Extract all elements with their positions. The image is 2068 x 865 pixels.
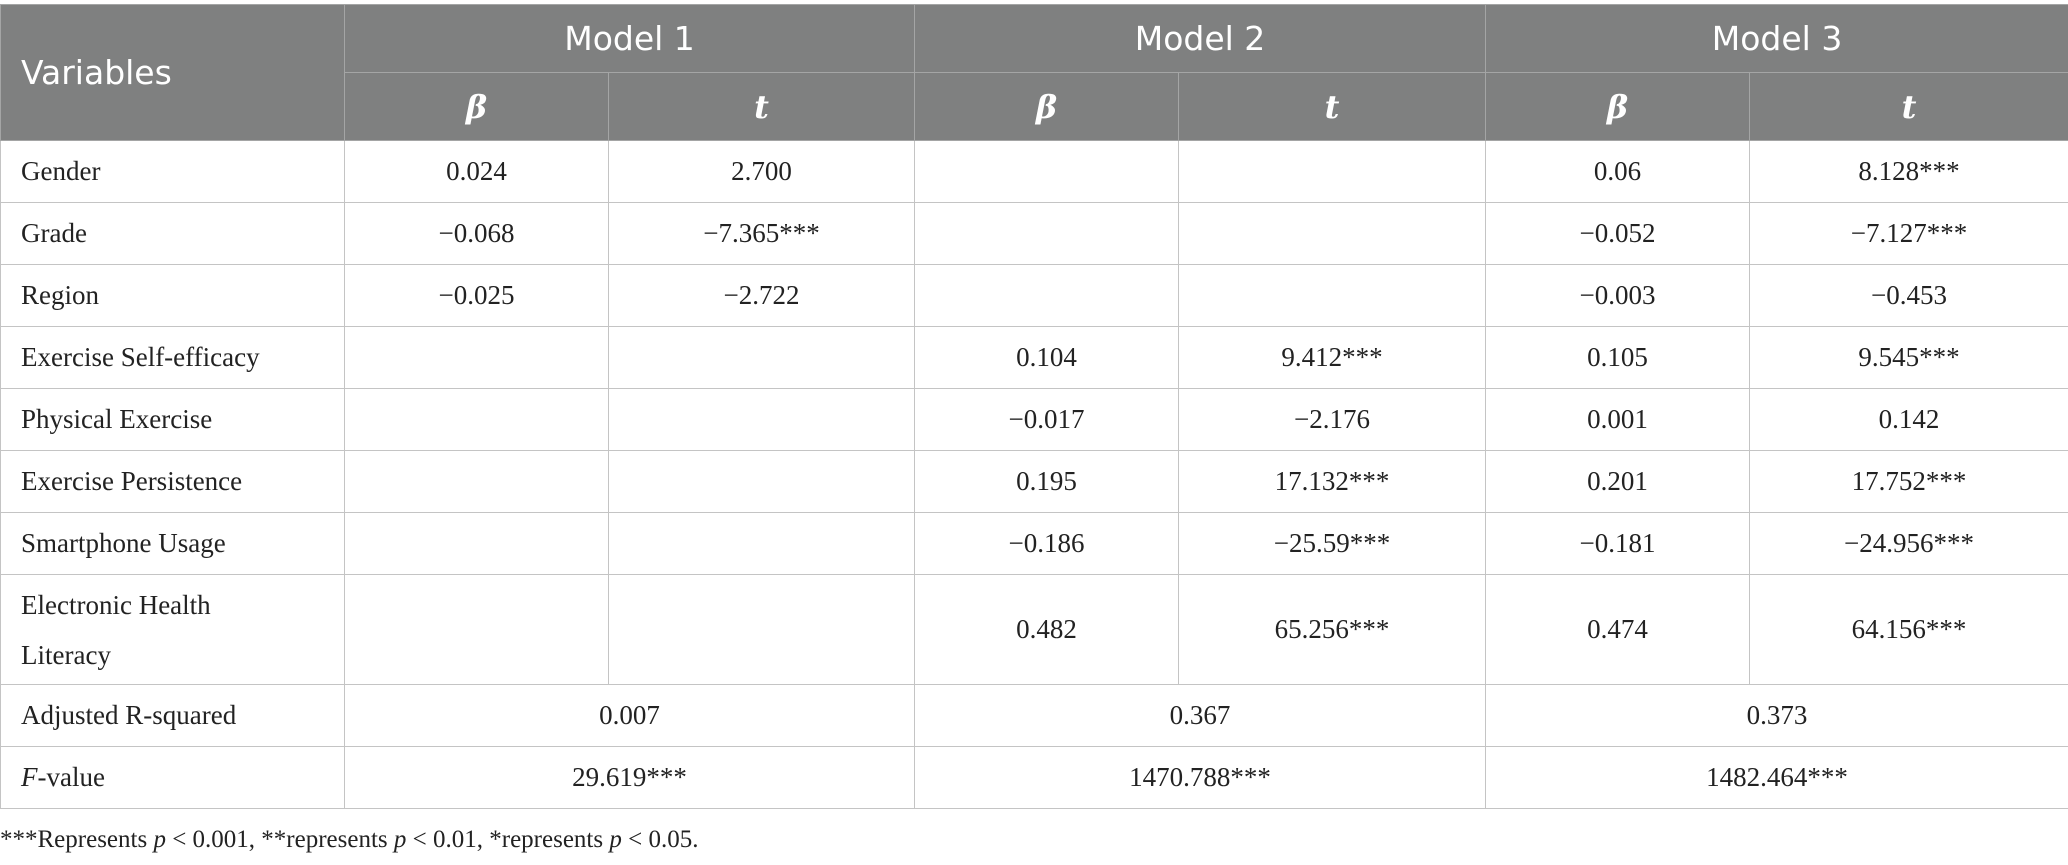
header-row-stats: β t β t β t (1, 72, 2068, 141)
table-cell: 1470.788*** (914, 746, 1487, 809)
table-cell (607, 574, 916, 685)
table-cell: 0.06 (1485, 140, 1751, 203)
header-beta: β (1485, 72, 1751, 141)
table-cell: 0.474 (1485, 574, 1751, 685)
table-row: Grade −0.068 −7.365*** −0.052 −7.127*** (0, 202, 2068, 265)
row-label-line-2: Literacy (21, 639, 111, 670)
row-label: Exercise Self-efficacy (0, 326, 345, 389)
table-row: Exercise Self-efficacy 0.104 9.412*** 0.… (0, 326, 2068, 389)
table-cell (344, 450, 609, 513)
f-value-row: F-value 29.619*** 1470.788*** 1482.464**… (0, 746, 2068, 809)
table-cell (344, 388, 609, 451)
table-cell: 1482.464*** (1485, 746, 2068, 809)
table-row: Smartphone Usage −0.186 −25.59*** −0.181… (0, 512, 2068, 575)
footnote-p: p (393, 826, 407, 853)
table-cell (914, 140, 1180, 203)
table-cell: 0.373 (1485, 684, 2068, 747)
table-cell: −7.365*** (607, 202, 916, 265)
footnote-text: < 0.001, **represents (165, 826, 394, 853)
table-cell (1178, 264, 1487, 327)
table-cell: 17.752*** (1749, 450, 2068, 513)
table-cell: 8.128*** (1749, 140, 2068, 203)
table-cell: −24.956*** (1749, 512, 2068, 575)
table-cell: 2.700 (607, 140, 916, 203)
adjusted-r2-row: Adjusted R-squared 0.007 0.367 0.373 (0, 684, 2068, 747)
table-cell: 0.007 (343, 684, 916, 747)
header-row-models: Variables Model 1 Model 2 Model 3 (0, 4, 2068, 141)
table-cell: 65.256*** (1178, 574, 1487, 685)
row-label: Region (0, 264, 345, 327)
header-model-2: Model 2 (914, 4, 1487, 73)
table-cell (344, 326, 609, 389)
row-label: Exercise Persistence (0, 450, 345, 513)
table-cell (344, 512, 609, 575)
table-cell (607, 450, 916, 513)
table-cell: 0.104 (914, 326, 1180, 389)
table-cell: 0.024 (344, 140, 609, 203)
footnote-text: ***Represents (0, 826, 154, 853)
f-label-rest: -value (37, 762, 105, 792)
table-cell: 0.482 (914, 574, 1180, 685)
table-cell: 0.105 (1485, 326, 1751, 389)
f-label-italic: F (21, 762, 38, 792)
table-cell: −0.186 (914, 512, 1180, 575)
table-cell (1178, 202, 1487, 265)
table-cell: 0.195 (914, 450, 1180, 513)
footnote-p: p (609, 826, 622, 853)
table-cell (607, 388, 916, 451)
header-beta: β (914, 72, 1180, 141)
header-t: t (607, 72, 916, 141)
row-label: F-value (0, 746, 345, 809)
footnote-text: < 0.05. (621, 826, 699, 853)
table-row: Physical Exercise −0.017 −2.176 0.001 0.… (0, 388, 2068, 451)
table-cell: 17.132*** (1178, 450, 1487, 513)
row-label: Smartphone Usage (0, 512, 345, 575)
table-cell (1178, 140, 1487, 203)
row-label-line-1: Electronic Health (21, 589, 211, 620)
table-cell: 0.367 (914, 684, 1487, 747)
footnote-p: p (153, 826, 166, 853)
table-cell: −2.176 (1178, 388, 1487, 451)
row-label: Grade (0, 202, 345, 265)
table-row: Exercise Persistence 0.195 17.132*** 0.2… (0, 450, 2068, 513)
header-t: t (1749, 72, 2068, 141)
table-cell: −25.59*** (1178, 512, 1487, 575)
table-cell (607, 512, 916, 575)
table-cell (607, 326, 916, 389)
table-cell: 64.156*** (1749, 574, 2068, 685)
table-cell: −0.017 (914, 388, 1180, 451)
table-cell: −0.453 (1749, 264, 2068, 327)
row-label: Adjusted R-squared (0, 684, 345, 747)
header-t: t (1178, 72, 1487, 141)
header-model-1: Model 1 (343, 4, 916, 73)
table-cell (914, 264, 1180, 327)
table-cell (344, 574, 609, 685)
header-variables: Variables (0, 4, 345, 141)
table-cell: 0.142 (1749, 388, 2068, 451)
footnote-text: < 0.01, *represents (406, 826, 610, 853)
header-beta: β (344, 72, 609, 141)
table-cell: −2.722 (607, 264, 916, 327)
table-cell: 9.412*** (1178, 326, 1487, 389)
table-row: Gender 0.024 2.700 0.06 8.128*** (0, 140, 2068, 203)
row-label: Physical Exercise (0, 388, 345, 451)
header-model-3: Model 3 (1485, 4, 2068, 73)
table-cell: −0.003 (1485, 264, 1751, 327)
table-cell: −7.127*** (1749, 202, 2068, 265)
table-cell: −0.025 (344, 264, 609, 327)
table-cell: 0.201 (1485, 450, 1751, 513)
row-label: Electronic Health Literacy (0, 574, 345, 685)
table-cell: 0.001 (1485, 388, 1751, 451)
table-row: Region −0.025 −2.722 −0.003 −0.453 (0, 264, 2068, 327)
regression-table: Variables Model 1 Model 2 Model 3 β t β … (0, 4, 2068, 809)
table-cell (914, 202, 1180, 265)
table-row: Electronic Health Literacy 0.482 65.256**… (0, 574, 2068, 685)
table-footnote: ***Represents p < 0.001, **represents p … (0, 826, 698, 854)
table-cell: 29.619*** (343, 746, 916, 809)
table-cell: −0.052 (1485, 202, 1751, 265)
table-cell: −0.068 (344, 202, 609, 265)
row-label: Gender (0, 140, 345, 203)
table-cell: −0.181 (1485, 512, 1751, 575)
table-cell: 9.545*** (1749, 326, 2068, 389)
